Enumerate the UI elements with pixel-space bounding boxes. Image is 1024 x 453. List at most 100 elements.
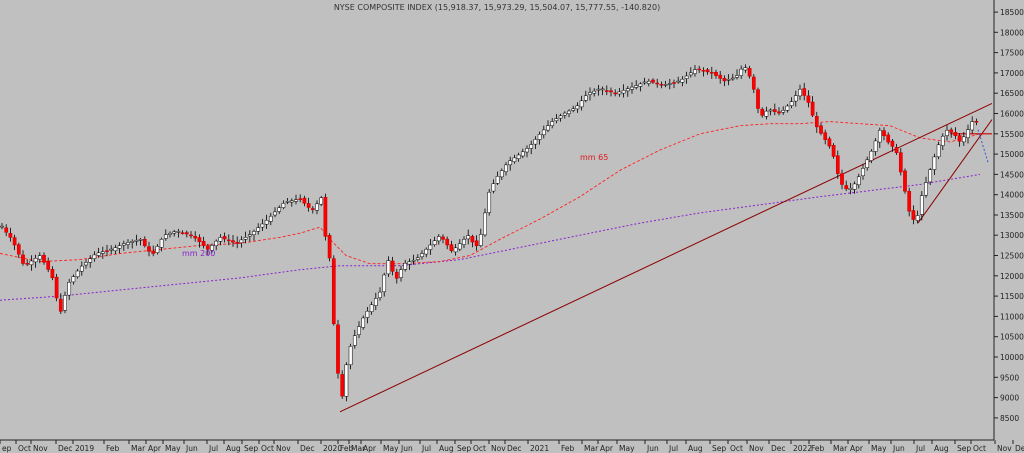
candle-up	[29, 260, 34, 266]
candle-up	[508, 160, 513, 166]
candle-down	[953, 132, 958, 136]
x-tick-label: Mar	[833, 444, 848, 453]
candle-up	[399, 269, 403, 278]
candle-down	[886, 134, 891, 143]
candle-up	[357, 326, 361, 335]
x-tick-label: Oct	[473, 444, 486, 453]
candle-up	[466, 235, 471, 240]
candle-up	[352, 335, 357, 346]
candle-up	[457, 243, 462, 250]
y-tick-label: 15500	[1000, 130, 1024, 139]
candle-up	[67, 282, 72, 296]
y-tick-label: 12000	[1000, 272, 1024, 281]
candle-down	[231, 240, 235, 243]
candle-up	[571, 108, 576, 111]
candle-up	[420, 253, 424, 258]
x-tick-label: 2019	[75, 444, 94, 453]
x-tick-label: Oct	[18, 444, 31, 453]
x-tick-label: Jul	[421, 444, 431, 453]
candle-up	[588, 92, 592, 95]
candle-up	[617, 91, 622, 95]
candle-up	[285, 201, 290, 203]
candle-down	[651, 79, 655, 83]
candle-up	[768, 109, 773, 112]
candle-up	[239, 239, 244, 244]
ma65-line	[0, 121, 981, 265]
x-tick-label: Nov	[33, 444, 48, 453]
candle-down	[331, 258, 336, 325]
candle-down	[709, 72, 714, 74]
candle-down	[310, 208, 315, 211]
candle-down	[390, 260, 395, 272]
candle-down	[142, 238, 147, 247]
y-tick-label: 9000	[1000, 394, 1019, 403]
candle-up	[163, 234, 168, 239]
candle-up	[386, 260, 391, 275]
candle-up	[407, 261, 412, 265]
candle-down	[722, 78, 727, 82]
candle-up	[680, 78, 685, 83]
candle-down	[42, 254, 46, 263]
candle-up	[684, 75, 689, 79]
candle-up	[37, 255, 42, 260]
candle-down	[760, 108, 765, 116]
x-tick-label: ep	[2, 444, 12, 453]
y-tick-label: 8500	[1000, 414, 1019, 423]
candle-up	[915, 215, 920, 221]
candle-down	[827, 138, 832, 147]
candle-down	[890, 140, 895, 147]
candle-up	[63, 295, 67, 311]
candle-down	[907, 191, 912, 212]
candle-down	[823, 132, 828, 140]
candle-up	[168, 232, 172, 235]
x-tick-label: Sep	[457, 444, 471, 453]
candle-down	[609, 90, 613, 93]
candle-up	[121, 243, 126, 246]
candle-down	[205, 245, 210, 250]
x-tick-label: Oct	[973, 444, 986, 453]
candle-down	[12, 237, 17, 246]
candle-down	[903, 170, 907, 192]
candle-up	[277, 207, 282, 212]
candle-up	[453, 247, 458, 253]
y-tick-label: 9500	[1000, 373, 1019, 382]
candle-up	[260, 223, 265, 228]
candle-up	[504, 164, 508, 172]
x-tick-label: Apr	[148, 444, 162, 453]
candle-up	[348, 346, 353, 366]
candle-down	[747, 68, 752, 77]
candle-up	[970, 121, 975, 131]
candle-up	[693, 69, 697, 74]
y-tick-label: 14500	[1000, 170, 1024, 179]
candle-up	[0, 225, 4, 228]
candle-down	[613, 92, 618, 95]
candle-down	[441, 236, 445, 240]
x-tick-label: Aug	[439, 444, 454, 453]
x-tick-label: Apr	[850, 444, 864, 453]
candle-down	[327, 235, 332, 259]
candle-down	[302, 197, 307, 204]
main-trendline	[339, 102, 993, 413]
x-tick-label: Jul	[668, 444, 678, 453]
candle-up	[369, 304, 374, 312]
x-tick-label: May	[165, 444, 181, 453]
candle-up	[785, 105, 790, 111]
x-tick-label: Nov	[491, 444, 506, 453]
candle-up	[646, 80, 651, 84]
candle-up	[525, 148, 529, 153]
candle-up	[289, 200, 294, 203]
candle-down	[58, 298, 63, 312]
y-tick-label: 11000	[1000, 312, 1024, 321]
candle-up	[869, 150, 874, 161]
candle-up	[793, 95, 798, 102]
candle-up	[961, 136, 966, 143]
candle-up	[865, 159, 870, 168]
candle-down	[336, 324, 340, 374]
x-tick-label: Mar	[351, 444, 366, 453]
x-tick-label: Nov	[276, 444, 291, 453]
candle-up	[428, 244, 433, 250]
candle-up	[315, 203, 319, 211]
candle-up	[247, 234, 252, 237]
candle-down	[705, 69, 710, 73]
